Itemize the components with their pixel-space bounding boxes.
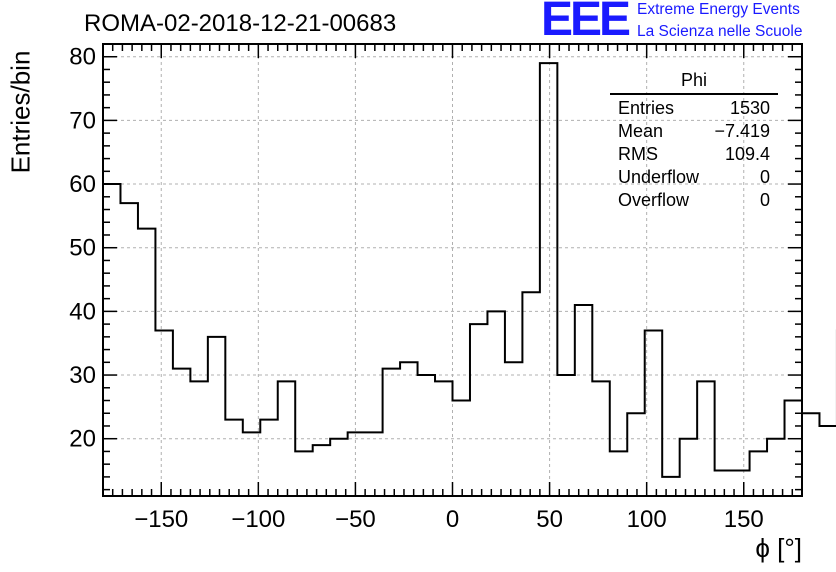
stats-title: Phi	[610, 70, 778, 95]
x-tick-label: 150	[724, 506, 764, 533]
stats-row-mean: Mean −7.419	[610, 120, 778, 143]
stats-row-overflow: Overflow 0	[610, 189, 778, 212]
histogram-bin	[103, 184, 120, 496]
histogram-bin	[767, 439, 784, 496]
histogram-bin	[575, 305, 592, 496]
histogram-bin	[470, 324, 487, 496]
histogram-bin	[522, 292, 539, 496]
y-tick-labels: 20 30 40 50 60 70 80	[69, 44, 96, 453]
histogram-bin	[313, 445, 330, 496]
y-tick-label: 70	[69, 107, 96, 134]
stats-label: Entries	[618, 98, 675, 118]
histogram-bin	[557, 375, 574, 496]
histogram-bin	[435, 381, 452, 496]
plot-frame	[102, 43, 803, 497]
x-tick-labels: −150 −100 −50 0 50 100 150	[134, 506, 764, 533]
histogram-bin	[383, 369, 400, 496]
eee-logo: EEE	[541, 0, 631, 46]
stats-value: 1530	[729, 98, 770, 118]
logo-line-2: La Scienza nelle Scuole	[637, 23, 803, 40]
histogram-bin	[680, 439, 697, 496]
histogram-bin	[348, 432, 365, 496]
x-tick-label: 0	[446, 506, 459, 533]
x-tick-label: 50	[536, 506, 563, 533]
histogram-bin	[662, 477, 679, 496]
x-axis-label: ϕ [°]	[755, 533, 802, 563]
stats-value: −7.419	[714, 121, 770, 141]
chart-title: ROMA-02-2018-12-21-00683	[84, 10, 397, 37]
histogram-bin	[750, 451, 767, 496]
stats-value: 0	[759, 167, 770, 187]
x-tick-label: 100	[627, 506, 667, 533]
histogram-bin	[540, 63, 557, 496]
y-tick-label: 40	[69, 298, 96, 325]
histogram-bin	[260, 420, 277, 496]
histogram-bin	[802, 413, 819, 496]
histogram-bin	[453, 401, 470, 496]
histogram-bin	[173, 369, 190, 496]
y-tick-label: 50	[69, 235, 96, 262]
y-axis-label-text: Entries/bin	[5, 50, 36, 174]
histogram-bin	[819, 426, 836, 496]
histogram-bin	[365, 432, 382, 496]
stats-row-entries: Entries 1530	[610, 97, 778, 120]
grid-lines	[103, 44, 802, 496]
stats-label: Overflow	[618, 190, 690, 210]
y-tick-label: 60	[69, 171, 96, 198]
histogram-bin	[278, 381, 295, 496]
stats-label: RMS	[618, 144, 658, 164]
stats-label: Mean	[618, 121, 664, 141]
stats-box: Phi Entries 1530 Mean −7.419 RMS 109.4 U…	[610, 70, 778, 212]
x-tick-label: −150	[134, 506, 188, 533]
y-tick-label: 20	[69, 426, 96, 453]
histogram-bin	[120, 203, 137, 496]
histogram-bin	[155, 330, 172, 496]
histogram-bin	[645, 330, 662, 496]
histogram-bin	[610, 451, 627, 496]
histogram-bin	[505, 362, 522, 496]
histogram-bin	[785, 401, 802, 496]
stats-row-rms: RMS 109.4	[610, 143, 778, 166]
x-tick-label: −100	[231, 506, 285, 533]
histogram-bin	[225, 420, 242, 496]
histogram-bin	[715, 471, 732, 496]
histogram-bin	[487, 311, 504, 496]
stats-value: 109.4	[724, 144, 770, 164]
x-tick-label: −50	[335, 506, 376, 533]
histogram-line	[103, 62, 836, 478]
stats-label: Underflow	[618, 167, 700, 187]
y-tick-label: 80	[69, 44, 96, 71]
stats-value: 0	[759, 190, 770, 210]
y-tick-label: 30	[69, 362, 96, 389]
histogram-bin	[627, 413, 644, 496]
histogram-bin	[208, 337, 225, 496]
histogram-bin	[138, 229, 155, 496]
logo-line-1: Extreme Energy Events	[637, 1, 800, 18]
histogram-bin	[400, 362, 417, 496]
histogram-bin	[330, 439, 347, 496]
histogram-bin	[418, 375, 435, 496]
stats-row-underflow: Underflow 0	[610, 166, 778, 189]
